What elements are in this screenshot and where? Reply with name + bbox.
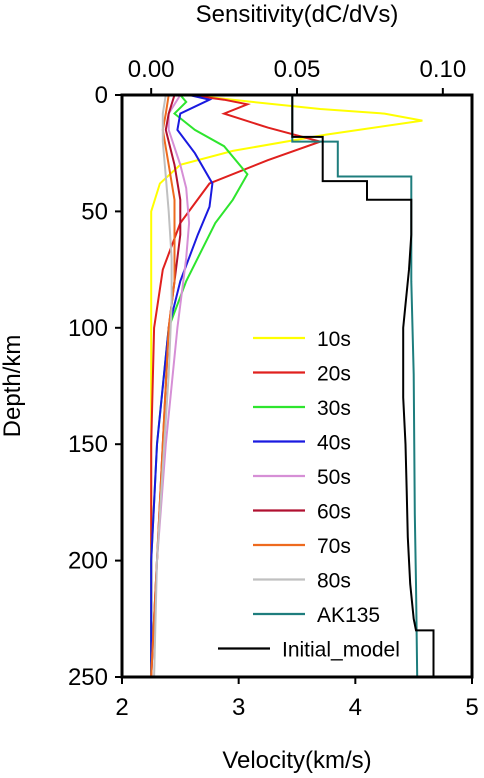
legend-label-ak135: AK135 bbox=[317, 604, 380, 627]
top-axis-tick-label: 0.05 bbox=[274, 56, 321, 83]
y-axis-tick-label: 50 bbox=[81, 198, 108, 225]
series-line-50s bbox=[150, 94, 191, 678]
y-axis-tick-label: 200 bbox=[68, 548, 108, 575]
series-line-40s bbox=[150, 94, 214, 677]
legend-label-80s: 80s bbox=[317, 570, 351, 593]
series-line-20s bbox=[150, 94, 324, 677]
top-axis-title: Sensitivity(dC/dVs) bbox=[196, 1, 399, 28]
legend-label-30s: 30s bbox=[317, 397, 351, 420]
legend-label-60s: 60s bbox=[317, 501, 351, 524]
series-line-ak135 bbox=[291, 95, 419, 678]
legend: 10s 20s 30s 40s 50s 60s 70s 80s AK135 Initial_mod… bbox=[218, 328, 400, 662]
bottom-axis-tick-label: 5 bbox=[465, 694, 478, 721]
y-axis-tick-label: 100 bbox=[68, 315, 108, 342]
y-axis-title: Depth/km bbox=[0, 335, 26, 438]
series-line-10s bbox=[150, 94, 423, 677]
series-line-initial-model bbox=[291, 95, 435, 677]
y-axis-tick-label: 0 bbox=[95, 82, 108, 109]
bottom-axis-tick-label: 4 bbox=[349, 694, 362, 721]
series-line-80s bbox=[153, 94, 173, 678]
y-axis-tick-label: 150 bbox=[68, 431, 108, 458]
bottom-axis-tick-label: 3 bbox=[232, 694, 245, 721]
legend-label-70s: 70s bbox=[317, 535, 351, 558]
y-axis-tick-label: 250 bbox=[68, 664, 108, 691]
legend-label-initial-model: Initial_model bbox=[282, 639, 400, 662]
legend-label-20s: 20s bbox=[317, 363, 351, 386]
bottom-axis-title: Velocity(km/s) bbox=[222, 747, 371, 774]
plot-frame bbox=[120, 93, 474, 679]
top-axis-tick-label: 0.10 bbox=[419, 56, 466, 83]
top-axis-tick-label: 0.00 bbox=[128, 56, 175, 83]
series-layer bbox=[150, 94, 435, 678]
bottom-axis-tick-label: 2 bbox=[115, 694, 128, 721]
legend-label-40s: 40s bbox=[317, 432, 351, 455]
legend-label-10s: 10s bbox=[317, 328, 351, 351]
legend-label-50s: 50s bbox=[317, 466, 351, 489]
